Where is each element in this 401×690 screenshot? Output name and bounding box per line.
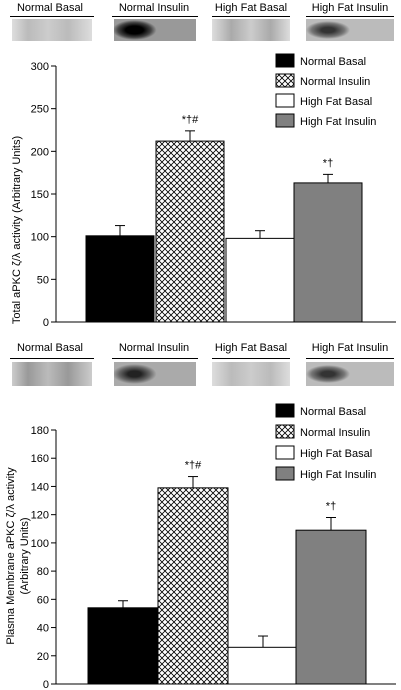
- legend-label: Normal Basal: [300, 406, 366, 418]
- legend-swatch: [275, 403, 295, 418]
- y-tick-label: 250: [31, 104, 49, 116]
- legend-swatch: [275, 53, 295, 68]
- bar: [87, 607, 159, 685]
- y-tick-label: 80: [37, 566, 49, 578]
- y-tick-label: 150: [31, 189, 49, 201]
- blot-divider: [212, 358, 290, 359]
- y-axis-label: Plasma Membrane aPKC ζ/λ activity: [5, 467, 17, 645]
- bar: [155, 140, 225, 323]
- y-tick-label: 140: [31, 481, 49, 493]
- legend-swatch: [275, 424, 295, 439]
- y-tick-label: 120: [31, 510, 49, 522]
- y-axis-label-line-2: (Arbitrary Units): [19, 517, 31, 594]
- blot-band-image: [212, 362, 290, 386]
- blot-label: Normal Basal: [16, 2, 84, 14]
- blot-label: Normal Insulin: [118, 342, 190, 354]
- legend-label: High Fat Insulin: [300, 469, 376, 481]
- y-tick-label: 160: [31, 453, 49, 465]
- blot-band-image: [212, 19, 290, 41]
- bar: [157, 487, 229, 685]
- blot-strip-bottom: Normal Basal Normal Insulin High Fat Bas…: [0, 338, 401, 388]
- y-tick-label: 50: [37, 274, 49, 286]
- y-tick-label: 60: [37, 594, 49, 606]
- blot-band-image: [306, 19, 394, 41]
- bar: [85, 235, 155, 323]
- blot-divider: [306, 358, 394, 359]
- significance-annotation: *†: [326, 500, 336, 512]
- y-tick-label: 40: [37, 623, 49, 635]
- significance-annotation: *†: [323, 157, 333, 169]
- blot-label: Normal Basal: [16, 342, 84, 354]
- blot-strip-top: Normal Basal Normal Insulin High Fat Bas…: [0, 0, 401, 48]
- blot-band-image: [12, 19, 92, 41]
- blot-label: Normal Insulin: [118, 2, 190, 14]
- y-tick-label: 20: [37, 651, 49, 663]
- blot-divider: [112, 358, 198, 359]
- bar-chart-total-apkc: Total aPKC ζ/λ activity (Arbitrary Units…: [11, 53, 396, 329]
- legend-label: Normal Insulin: [300, 427, 370, 439]
- legend-label: Normal Basal: [300, 56, 366, 68]
- bar: [293, 182, 363, 323]
- legend-swatch: [275, 113, 295, 128]
- blot-label: High Fat Insulin: [311, 2, 389, 14]
- y-tick-label: 100: [31, 538, 49, 550]
- significance-annotation: *†#: [185, 460, 202, 472]
- legend-label: High Fat Basal: [300, 448, 372, 460]
- bar: [225, 237, 295, 323]
- y-tick-label: 180: [31, 425, 49, 437]
- y-tick-label: 0: [43, 317, 49, 329]
- blot-band-image: [114, 19, 196, 41]
- legend-label: High Fat Insulin: [300, 116, 376, 128]
- legend-label: High Fat Basal: [300, 96, 372, 108]
- bar: [295, 529, 367, 685]
- y-tick-label: 300: [31, 61, 49, 73]
- blot-band-image: [306, 362, 394, 386]
- significance-annotation: *†#: [182, 114, 199, 126]
- blot-divider: [212, 16, 290, 17]
- blot-band-image: [12, 362, 92, 386]
- blot-label: High Fat Basal: [214, 2, 288, 14]
- bar: [227, 646, 299, 685]
- legend-swatch: [275, 466, 295, 481]
- y-tick-label: 200: [31, 146, 49, 158]
- legend-swatch: [275, 445, 295, 460]
- blot-divider: [10, 358, 94, 359]
- blot-label: High Fat Basal: [214, 342, 288, 354]
- blot-band-image: [114, 362, 196, 386]
- legend-swatch: [275, 73, 295, 88]
- legend-label: Normal Insulin: [300, 76, 370, 88]
- y-axis-label: Total aPKC ζ/λ activity (Arbitrary Units…: [11, 136, 23, 324]
- blot-label: High Fat Insulin: [311, 342, 389, 354]
- blot-divider: [112, 16, 198, 17]
- blot-divider: [10, 16, 94, 17]
- legend-swatch: [275, 93, 295, 108]
- bar-chart-plasma-membrane-apkc: Plasma Membrane aPKC ζ/λ activity (Arbit…: [5, 403, 396, 690]
- y-tick-label: 100: [31, 232, 49, 244]
- y-tick-label: 0: [43, 679, 49, 690]
- blot-divider: [306, 16, 394, 17]
